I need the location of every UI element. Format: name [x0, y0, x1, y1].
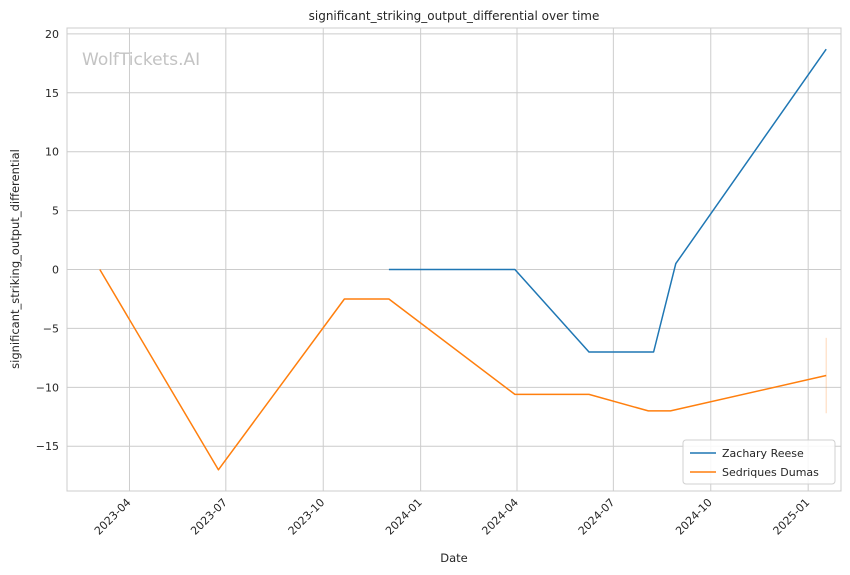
y-axis-title: significant_striking_output_differential	[8, 149, 22, 369]
chart-title: significant_striking_output_differential…	[309, 9, 600, 23]
legend-label-zachary-reese: Zachary Reese	[722, 447, 804, 460]
grid	[67, 28, 841, 491]
y-tick-label: 10	[45, 146, 59, 159]
y-tick-label: −10	[36, 381, 59, 394]
plot-frame	[66, 27, 842, 492]
x-axis-title: Date	[440, 551, 468, 565]
data-point	[98, 268, 101, 271]
legend-label-sedriques-dumas: Sedriques Dumas	[722, 466, 819, 479]
data-point	[217, 468, 220, 471]
data-point	[387, 297, 390, 300]
data-point	[513, 268, 516, 271]
y-tick-label: −15	[36, 440, 59, 453]
watermark: WolfTickets.AI	[82, 50, 200, 70]
series-layer	[98, 48, 828, 471]
data-point	[513, 393, 516, 396]
legend: Zachary Reese Sedriques Dumas	[682, 439, 836, 485]
data-point	[588, 350, 591, 353]
data-point	[387, 268, 390, 271]
y-tick-label: −5	[43, 322, 59, 335]
data-point	[343, 297, 346, 300]
series-line-sedriques-dumas	[99, 269, 827, 471]
y-axis: −15 −10 −5 0 5 10 15 20	[36, 28, 59, 453]
data-point	[588, 393, 591, 396]
data-point	[674, 262, 677, 265]
data-point	[652, 350, 655, 353]
y-tick-label: 5	[52, 205, 59, 218]
series-line-zachary-reese	[388, 48, 827, 353]
data-point	[825, 48, 828, 51]
data-point	[669, 409, 672, 412]
y-tick-label: 15	[45, 87, 59, 100]
y-tick-label: 0	[52, 264, 59, 277]
data-point	[647, 409, 650, 412]
y-tick-label: 20	[45, 28, 59, 41]
legend-box	[682, 439, 836, 485]
